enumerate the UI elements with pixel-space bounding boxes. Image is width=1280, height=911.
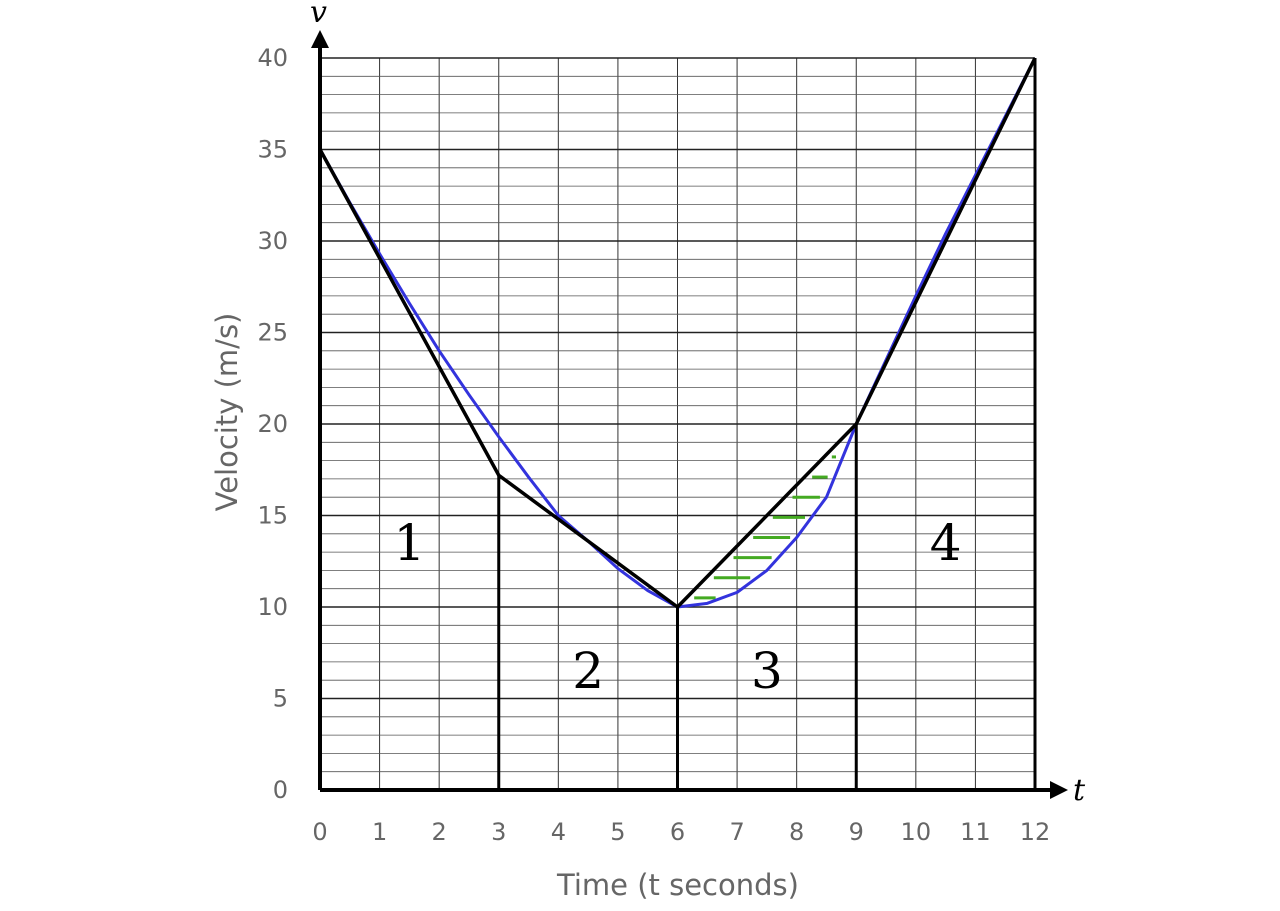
x-tick-label: 11 xyxy=(960,818,991,846)
y-tick-label: 20 xyxy=(257,410,288,438)
axes xyxy=(311,30,1068,799)
region-label: 3 xyxy=(751,642,783,700)
x-tick-label: 4 xyxy=(551,818,566,846)
x-tick-label: 9 xyxy=(849,818,864,846)
x-tick-label: 7 xyxy=(729,818,744,846)
region-label: 1 xyxy=(393,514,425,572)
y-tick-label: 5 xyxy=(273,685,288,713)
x-axis-symbol: t xyxy=(1073,773,1086,808)
region-label: 2 xyxy=(572,642,604,700)
x-tick-label: 3 xyxy=(491,818,506,846)
x-tick-label: 5 xyxy=(610,818,625,846)
y-tick-label: 10 xyxy=(257,593,288,621)
hatch-lines xyxy=(694,455,836,600)
y-tick-label: 40 xyxy=(257,44,288,72)
x-tick-label: 2 xyxy=(432,818,447,846)
x-tick-label: 0 xyxy=(312,818,327,846)
y-tick-label: 35 xyxy=(257,136,288,164)
x-axis-title: Time (t seconds) xyxy=(556,868,799,902)
trapezoid-layer xyxy=(318,57,1037,790)
y-tick-label: 25 xyxy=(257,319,288,347)
y-tick-label: 15 xyxy=(257,502,288,530)
x-tick-label: 1 xyxy=(372,818,387,846)
region-label: 4 xyxy=(930,514,962,572)
x-tick-label: 6 xyxy=(670,818,685,846)
x-tick-label: 8 xyxy=(789,818,804,846)
x-tick-label: 10 xyxy=(901,818,932,846)
y-tick-label: 30 xyxy=(257,227,288,255)
y-tick-label: 0 xyxy=(273,776,288,804)
y-axis-title: Velocity (m/s) xyxy=(210,313,244,512)
x-axis-arrow xyxy=(1050,781,1068,799)
y-axis-symbol: v xyxy=(310,0,327,30)
y-axis-arrow xyxy=(311,30,329,48)
region-labels: 1 2 3 4 xyxy=(393,514,961,700)
x-tick-label: 12 xyxy=(1020,818,1051,846)
